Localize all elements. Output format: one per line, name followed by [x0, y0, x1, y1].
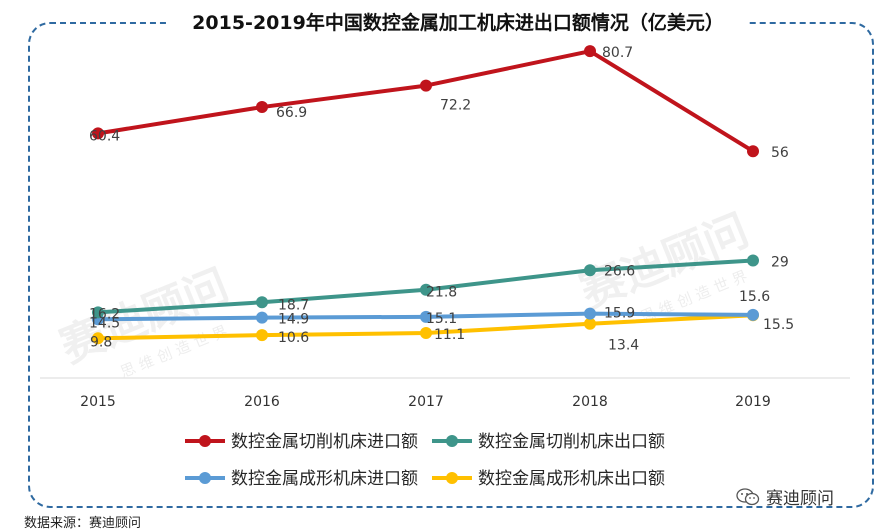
chart-title: 2015-2019年中国数控金属加工机床进出口额情况（亿美元）: [168, 7, 748, 39]
legend-swatch-marker: [199, 435, 211, 447]
data-label: 10.6: [278, 330, 309, 346]
data-label: 80.7: [602, 45, 633, 61]
data-label: 16.2: [89, 306, 120, 322]
x-tick-label: 2017: [408, 394, 444, 410]
data-point: [584, 317, 596, 330]
legend-label: 数控金属切削机床出口额: [478, 432, 665, 452]
data-label: 9.8: [90, 334, 112, 350]
data-label: 11.1: [434, 327, 465, 343]
legend-label: 数控金属成形机床进口额: [231, 469, 418, 489]
brand-mark: 赛迪顾问: [736, 484, 834, 509]
x-tick-label: 2018: [572, 394, 608, 410]
data-point: [92, 306, 104, 319]
data-point: [420, 79, 432, 92]
data-label: 56: [771, 145, 789, 161]
data-label: 13.4: [608, 338, 639, 354]
data-point: [256, 311, 268, 324]
data-point: [420, 283, 432, 296]
data-label: 72.2: [440, 98, 471, 114]
data-label: 15.1: [426, 311, 457, 327]
legend-label: 数控金属成形机床出口额: [478, 469, 665, 489]
legend-swatch-marker: [199, 472, 211, 484]
data-point: [747, 145, 759, 158]
legend-label: 数控金属切削机床进口额: [231, 432, 418, 452]
data-label: 14.5: [89, 315, 120, 331]
brand-name: 赛迪顾问: [766, 489, 834, 509]
data-label: 15.9: [604, 306, 635, 322]
data-point: [584, 307, 596, 320]
series-line: [96, 49, 755, 154]
data-point: [92, 127, 104, 140]
wechat-icon: [736, 487, 760, 506]
data-label: 18.7: [278, 297, 309, 313]
data-point: [256, 101, 268, 114]
data-label: 60.4: [89, 128, 120, 144]
data-point: [584, 264, 596, 277]
data-point: [256, 296, 268, 309]
data-point: [747, 308, 759, 321]
data-point: [92, 332, 104, 345]
data-label: 21.8: [426, 285, 457, 301]
data-label: 29: [771, 255, 789, 271]
legend-swatch-marker: [446, 435, 458, 447]
x-tick-label: 2019: [735, 394, 771, 410]
data-point: [584, 45, 596, 58]
data-label: 15.5: [763, 317, 794, 333]
data-label: 66.9: [276, 105, 307, 121]
data-point: [747, 254, 759, 267]
x-tick-label: 2016: [244, 394, 280, 410]
data-label: 15.6: [739, 289, 770, 305]
data-label: 26.6: [604, 263, 635, 279]
data-point: [420, 310, 432, 323]
data-point: [420, 327, 432, 340]
data-point: [256, 329, 268, 342]
data-label: 14.9: [278, 312, 309, 328]
data-source: 数据来源：赛迪顾问: [24, 516, 142, 531]
legend-swatch-marker: [446, 472, 458, 484]
x-tick-label: 2015: [80, 394, 116, 410]
